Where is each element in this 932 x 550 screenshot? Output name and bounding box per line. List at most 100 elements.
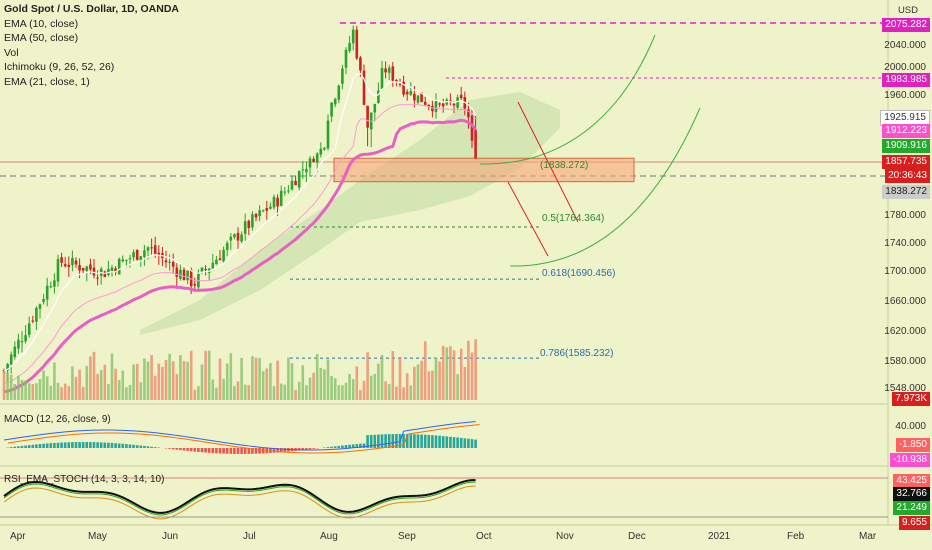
volume-bar: [107, 384, 110, 400]
volume-bar: [351, 379, 355, 400]
volume-bar: [153, 375, 157, 400]
volume-bar: [247, 385, 251, 400]
candle-body: [362, 70, 366, 105]
ema10-line: [3, 72, 477, 372]
volume-bar: [366, 352, 369, 400]
candle-body: [333, 98, 337, 105]
volume-bar: [110, 353, 114, 400]
volume-bar: [312, 372, 315, 400]
macd-histogram-bar: [441, 436, 445, 448]
macd-histogram-bar: [103, 442, 107, 448]
macd-histogram-bar: [395, 434, 398, 448]
time-tick: Aug: [320, 531, 338, 542]
candle-body: [254, 213, 258, 218]
volume-bar: [427, 371, 431, 400]
macd-histogram-bar: [362, 443, 366, 448]
candle-body: [153, 245, 157, 254]
candle-body: [13, 346, 17, 358]
candle-body: [261, 210, 265, 212]
time-tick: Sep: [398, 531, 416, 542]
volume-bar: [305, 385, 308, 400]
time-tick: Apr: [10, 531, 26, 542]
volume-bar: [125, 387, 128, 400]
indicator-ema10[interactable]: EMA (10, close): [4, 17, 79, 30]
fib-50-label: 0.5(1764.364): [542, 213, 605, 224]
time-tick: Nov: [556, 531, 574, 542]
indicator-ema21[interactable]: EMA (21, close, 1): [4, 75, 90, 88]
candle-body: [233, 234, 236, 238]
volume-bar: [387, 384, 391, 400]
volume-bar: [49, 385, 53, 400]
macd-histogram-bar: [308, 448, 312, 450]
candle-body: [121, 259, 125, 262]
candle-body: [186, 270, 189, 281]
macd-histogram-bar: [272, 448, 276, 453]
macd-histogram-bar: [312, 448, 315, 449]
candle-body: [474, 130, 477, 159]
indicator-ichimoku[interactable]: Ichimoku (9, 26, 52, 26): [4, 61, 115, 73]
macd-histogram-bar: [117, 443, 121, 448]
candle-body: [157, 252, 161, 256]
volume-bar: [45, 376, 49, 400]
macd-histogram-bar: [243, 448, 247, 454]
price-tick: 1960.000: [884, 90, 926, 101]
candle-body: [60, 257, 63, 263]
candle-body: [146, 247, 150, 251]
macd-histogram-bar: [467, 438, 470, 448]
macd-histogram-bar: [233, 448, 236, 454]
macd-histogram-bar: [175, 448, 179, 450]
volume-bar: [287, 357, 290, 400]
volume-bar: [42, 370, 45, 400]
macd-histogram-bar: [168, 448, 171, 449]
time-tick: Oct: [476, 531, 492, 542]
macd-histogram-bar: [261, 448, 265, 454]
rsi-title[interactable]: RSI_EMA_STOCH (14, 3, 3, 14, 10): [4, 474, 165, 485]
macd-histogram-bar: [449, 436, 452, 448]
time-tick: 2021: [708, 531, 731, 542]
candle-body: [53, 280, 56, 287]
macd-histogram-bar: [35, 444, 38, 448]
volume-bar: [283, 384, 287, 400]
candle-body: [179, 269, 182, 279]
volume-bar: [470, 352, 474, 400]
macd-histogram-bar: [171, 448, 175, 450]
candle-body: [258, 210, 261, 217]
candle-body: [135, 249, 139, 260]
volume-bar: [341, 385, 344, 400]
volume-bar: [459, 348, 463, 400]
macd-histogram-bar: [459, 437, 463, 448]
indicator-ema50[interactable]: EMA (50, close): [4, 32, 79, 44]
macd-histogram-bar: [254, 448, 258, 454]
candle-body: [308, 158, 312, 168]
candle-body: [391, 66, 395, 81]
macd-histogram-bar: [71, 442, 74, 448]
candle-body: [189, 269, 193, 287]
macd-histogram-bar: [121, 443, 125, 448]
volume-bar: [265, 368, 269, 400]
volume-bar: [243, 384, 247, 400]
volume-bar: [85, 365, 89, 400]
candle-body: [348, 42, 351, 51]
candle-body: [78, 265, 81, 271]
candle-body: [17, 339, 20, 349]
volume-bar: [467, 340, 470, 400]
macd-histogram-bar: [74, 442, 78, 448]
volume-bar: [438, 361, 441, 400]
volume-bar: [258, 357, 261, 400]
candle-body: [272, 196, 276, 208]
candle-body: [218, 258, 222, 261]
candle-body: [215, 259, 218, 265]
indicator-vol[interactable]: Vol: [4, 46, 19, 59]
volume-bar: [9, 374, 13, 400]
volume-bar: [236, 381, 240, 400]
macd-histogram-bar: [200, 448, 204, 453]
macd-title[interactable]: MACD (12, 26, close, 9): [4, 414, 111, 425]
macd-histogram-bar: [416, 434, 420, 448]
candle-body: [456, 97, 459, 108]
bearish-arrow: [517, 101, 579, 223]
volume-bar: [204, 350, 207, 400]
candle-body: [225, 243, 229, 250]
volume-bar: [323, 369, 326, 400]
volume-bar: [132, 364, 135, 400]
